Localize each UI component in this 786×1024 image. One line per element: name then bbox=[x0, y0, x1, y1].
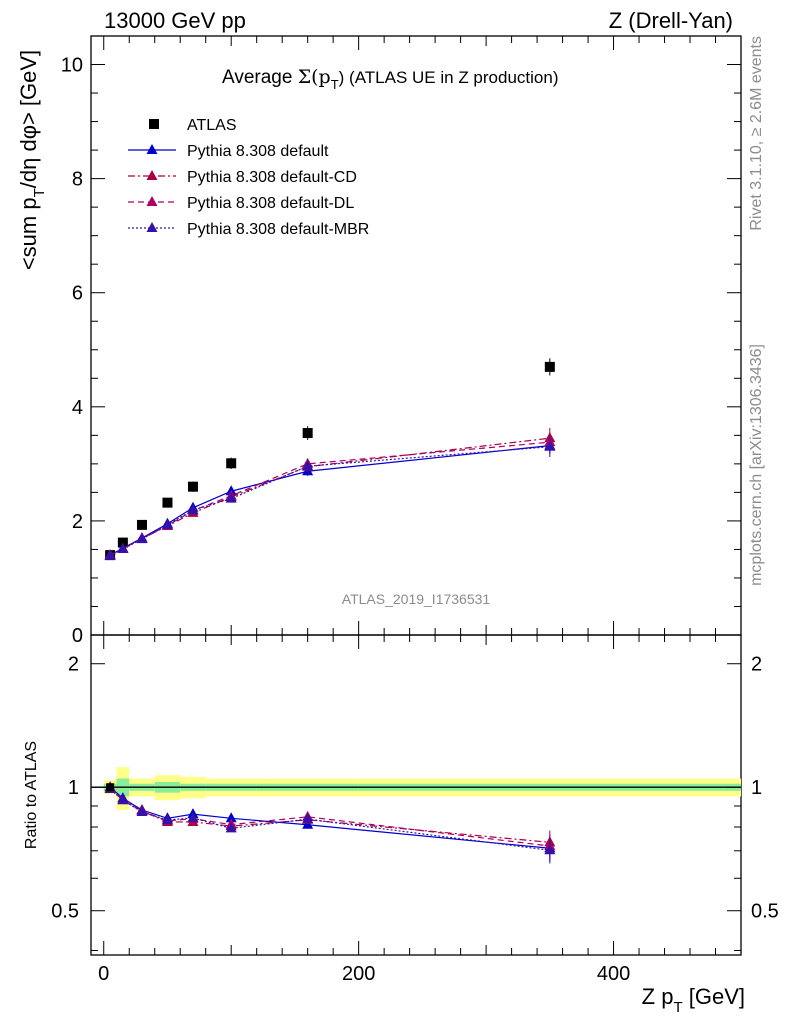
y-tick-label-main: 0 bbox=[72, 625, 83, 647]
data-point bbox=[136, 519, 147, 530]
series-4 bbox=[104, 436, 556, 560]
ratio-axes: 0.5 0.5 1 1 2 2 0 200 400 bbox=[51, 635, 779, 985]
ratio-data-layer bbox=[104, 781, 556, 864]
y-tick-label-ratio: 2 bbox=[68, 654, 79, 676]
y-tick-label-main: 8 bbox=[72, 169, 83, 191]
series-line bbox=[109, 446, 550, 557]
legend-marker bbox=[146, 144, 158, 154]
data-point bbox=[225, 492, 237, 503]
y-tick-label-ratio-right: 0.5 bbox=[751, 901, 779, 923]
legend-item: Pythia 8.308 default-MBR bbox=[128, 221, 369, 238]
y-tick-label-ratio: 1 bbox=[68, 777, 79, 799]
ratio-point bbox=[117, 794, 129, 805]
series-line bbox=[109, 441, 550, 556]
y-tick-label-ratio: 0.5 bbox=[51, 901, 79, 923]
legend: ATLAS Pythia 8.308 default Pythia 8.308 de… bbox=[128, 117, 369, 238]
series-3 bbox=[104, 431, 556, 560]
ratio-point bbox=[136, 806, 148, 817]
data-point bbox=[104, 549, 116, 560]
header-right: Z (Drell-Yan) bbox=[609, 8, 733, 33]
legend-item: ATLAS bbox=[149, 117, 237, 134]
y-tick-label-ratio-right: 1 bbox=[751, 777, 762, 799]
chart-title: Average Σ(pT) (ATLAS UE in Z production) bbox=[222, 66, 559, 92]
main-axes: 0 2 4 6 8 10 bbox=[61, 36, 742, 647]
data-point bbox=[544, 361, 555, 372]
x-axis-label: Z pT [GeV] bbox=[642, 984, 745, 1016]
y-tick-label-main: 10 bbox=[61, 55, 83, 77]
ratio-atlas-point bbox=[106, 783, 115, 792]
ratio-point bbox=[187, 811, 199, 822]
analysis-label: ATLAS_2019_I1736531 bbox=[342, 591, 491, 607]
legend-label: Pythia 8.308 default-DL bbox=[187, 195, 354, 212]
legend-marker bbox=[146, 196, 158, 206]
y-tick-label-ratio-right: 2 bbox=[751, 654, 762, 676]
data-point bbox=[302, 460, 314, 471]
ratio-uncertainty-band bbox=[91, 767, 741, 811]
mcplots-label: mcplots.cern.ch [arXiv:1306.3436] bbox=[748, 344, 765, 586]
ratio-point bbox=[161, 814, 173, 825]
legend-item: Pythia 8.308 default bbox=[128, 143, 329, 160]
x-tick-label: 0 bbox=[98, 963, 109, 985]
data-point bbox=[302, 428, 313, 439]
rivet-label: Rivet 3.1.10, ≥ 2.6M events bbox=[748, 36, 765, 231]
data-point bbox=[226, 458, 237, 469]
ratio-point bbox=[225, 822, 237, 833]
data-point bbox=[187, 504, 199, 515]
legend-label: ATLAS bbox=[187, 117, 237, 134]
legend-item: Pythia 8.308 default-DL bbox=[128, 195, 354, 212]
series-line bbox=[109, 437, 550, 557]
y-tick-label-main: 4 bbox=[72, 397, 83, 419]
ratio-point bbox=[225, 812, 237, 823]
legend-label: Pythia 8.308 default-MBR bbox=[187, 221, 369, 238]
series-2 bbox=[104, 427, 556, 560]
data-point bbox=[187, 481, 198, 492]
legend-item: Pythia 8.308 default-CD bbox=[128, 169, 357, 186]
ratio-point bbox=[302, 813, 314, 824]
data-point bbox=[136, 533, 148, 544]
y-axis-label-ratio: Ratio to ATLAS bbox=[23, 741, 40, 849]
legend-marker bbox=[149, 119, 159, 129]
y-axis-label-main: <sum pT/dη dφ> [GeV] bbox=[16, 50, 48, 270]
data-point bbox=[544, 440, 556, 451]
data-point bbox=[161, 518, 173, 529]
main-data-layer bbox=[104, 358, 556, 561]
data-point bbox=[117, 542, 129, 553]
y-tick-label-main: 2 bbox=[72, 511, 83, 533]
legend-marker bbox=[146, 170, 158, 180]
ratio-point bbox=[544, 844, 556, 855]
x-tick-label: 400 bbox=[597, 963, 630, 985]
header-left: 13000 GeV pp bbox=[104, 8, 246, 33]
legend-label: Pythia 8.308 default bbox=[187, 143, 329, 160]
y-tick-label-main: 6 bbox=[72, 283, 83, 305]
legend-marker bbox=[146, 222, 158, 232]
x-tick-label: 200 bbox=[342, 963, 375, 985]
data-point bbox=[162, 497, 173, 508]
legend-label: Pythia 8.308 default-CD bbox=[187, 169, 357, 186]
